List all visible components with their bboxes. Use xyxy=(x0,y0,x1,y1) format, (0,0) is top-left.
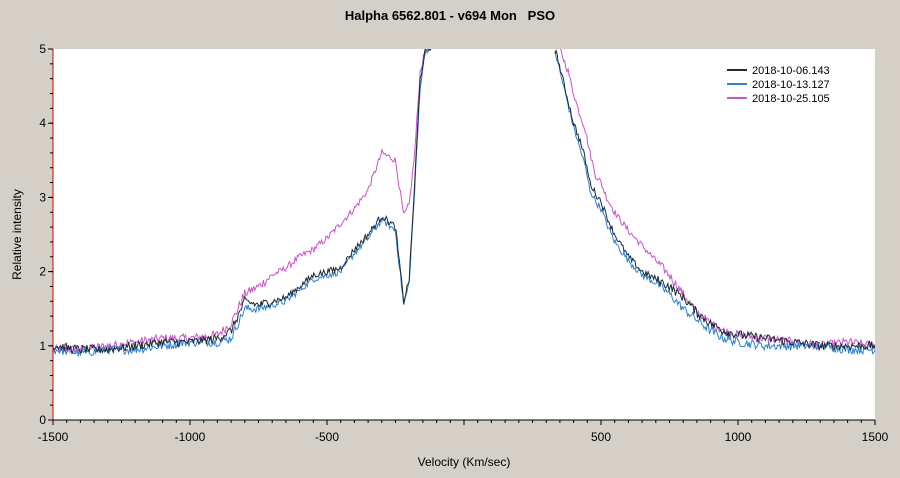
x-tick-label-5: 1000 xyxy=(725,430,752,444)
y-tick-label-2: 2 xyxy=(39,265,46,279)
series-line-3-segment-1 xyxy=(53,49,430,354)
series-line-1-segment-2 xyxy=(554,49,875,351)
y-tick-label-5: 5 xyxy=(39,42,46,56)
legend-label-3: 2018-10-25.105 xyxy=(752,93,830,105)
y-axis-label: Relative intensity xyxy=(10,189,24,280)
y-tick-label-0: 0 xyxy=(39,413,46,427)
y-tick-label-3: 3 xyxy=(39,190,46,204)
y-tick-label-1: 1 xyxy=(39,339,46,353)
legend-label-2: 2018-10-13.127 xyxy=(752,79,830,91)
y-tick-label-4: 4 xyxy=(39,116,46,130)
chart-title: Halpha 6562.801 - v694 Mon PSO xyxy=(344,8,556,23)
x-axis-label: Velocity (Km/sec) xyxy=(418,455,511,469)
x-tick-label-1: -1000 xyxy=(175,430,206,444)
x-tick-label-6: 1500 xyxy=(862,430,889,444)
series-line-3-segment-2 xyxy=(560,49,875,352)
x-tick-label-4: 500 xyxy=(591,430,611,444)
x-tick-label-2: -500 xyxy=(315,430,339,444)
series-line-2-segment-1 xyxy=(53,49,430,357)
legend-label-1: 2018-10-06.143 xyxy=(752,65,830,77)
plot-area xyxy=(53,49,875,420)
series-line-1-segment-1 xyxy=(53,49,432,355)
x-tick-label-0: -1500 xyxy=(38,430,69,444)
